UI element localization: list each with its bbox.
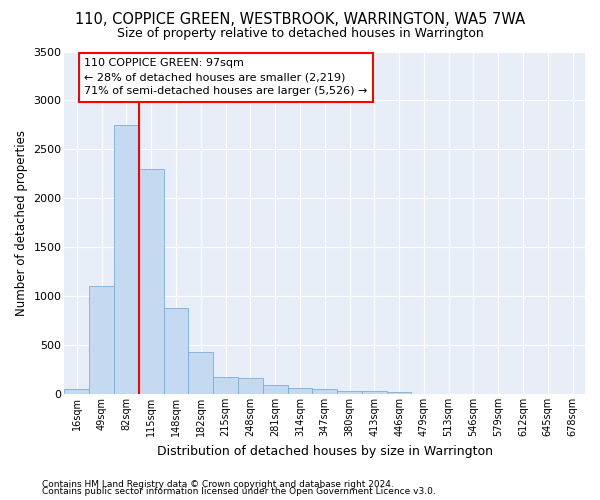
- Text: 110 COPPICE GREEN: 97sqm
← 28% of detached houses are smaller (2,219)
71% of sem: 110 COPPICE GREEN: 97sqm ← 28% of detach…: [84, 58, 368, 96]
- Bar: [362, 391, 386, 394]
- Bar: [313, 389, 337, 394]
- Bar: [164, 308, 188, 394]
- Bar: [64, 389, 89, 394]
- Bar: [386, 392, 412, 394]
- Text: Contains public sector information licensed under the Open Government Licence v3: Contains public sector information licen…: [42, 488, 436, 496]
- Bar: [114, 125, 139, 394]
- Bar: [89, 286, 114, 394]
- X-axis label: Distribution of detached houses by size in Warrington: Distribution of detached houses by size …: [157, 444, 493, 458]
- Y-axis label: Number of detached properties: Number of detached properties: [15, 130, 28, 316]
- Text: 110, COPPICE GREEN, WESTBROOK, WARRINGTON, WA5 7WA: 110, COPPICE GREEN, WESTBROOK, WARRINGTO…: [75, 12, 525, 28]
- Bar: [287, 388, 313, 394]
- Bar: [337, 390, 362, 394]
- Bar: [139, 169, 164, 394]
- Bar: [188, 352, 213, 394]
- Text: Size of property relative to detached houses in Warrington: Size of property relative to detached ho…: [116, 28, 484, 40]
- Text: Contains HM Land Registry data © Crown copyright and database right 2024.: Contains HM Land Registry data © Crown c…: [42, 480, 394, 489]
- Bar: [263, 385, 287, 394]
- Bar: [213, 378, 238, 394]
- Bar: [238, 378, 263, 394]
